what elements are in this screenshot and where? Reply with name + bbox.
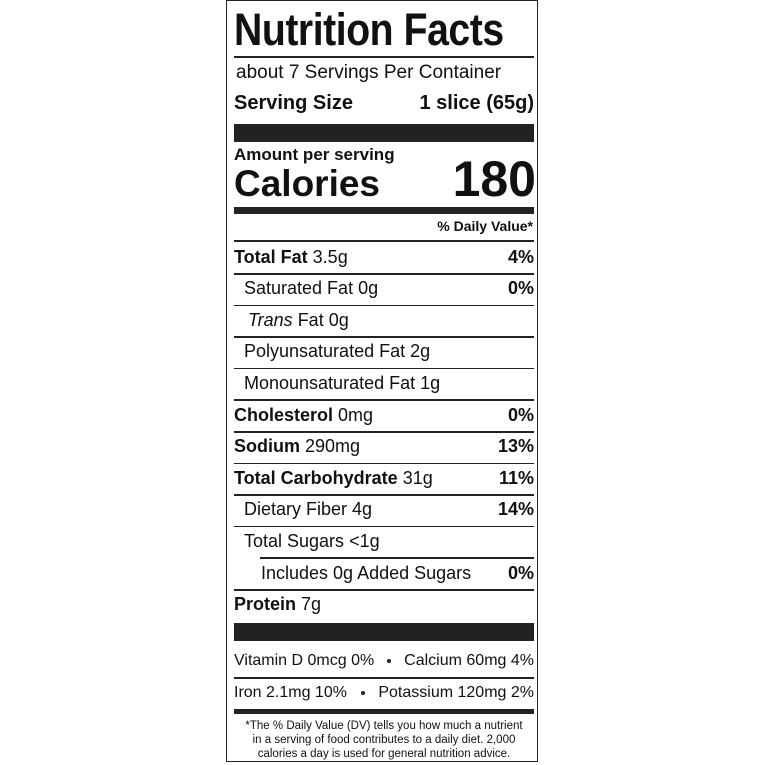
nutrient-name: Includes 0g Added Sugars [261,562,472,583]
nutrient-row: Polyunsaturated Fat 2g [234,339,534,365]
bullet [360,691,365,696]
footnote: in a serving of food contributes to a da… [252,734,516,747]
nutrient-name: Saturated Fat [244,278,354,299]
nutrient-amount: 4g [352,499,373,520]
vitamin-right: Calcium 60mg 4% [404,652,534,670]
vitamin-row: Vitamin D 0mcg 0% Calcium 60mg 4% [234,649,534,673]
nutrient-amount: 0mg [338,404,374,425]
vitamin-left: Vitamin D 0mcg 0% [234,652,375,670]
rule [234,677,534,679]
footnote: *The % Daily Value (DV) tells you how mu… [245,720,523,733]
rule [234,494,534,496]
rule [234,304,534,307]
nutrient-name: Total Carbohydrate [234,467,398,488]
nutrient-name: Cholesterol [234,404,334,425]
nutrient-name: Monounsaturated Fat [244,372,416,393]
serving-size-value: 1 slice (65g) [419,92,534,114]
nutrient-row: Sodium 290mg 13% [234,434,534,460]
rule [234,207,534,214]
serving-size-label: Serving Size [234,92,353,114]
rule [234,462,534,465]
vitamin-row: Iron 2.1mg 10% Potassium 120mg 2% [234,681,534,705]
nutrient-dv: 4% [507,246,534,267]
nutrient-amount: <1g [349,530,380,551]
servings: about 7 Servings Per Container [236,62,502,83]
calories-value: 180 [452,151,536,207]
nutrient-name: Polyunsaturated Fat [244,341,406,362]
label-frame [226,0,538,762]
nutrient-name: Protein [234,594,297,615]
rule [234,709,534,715]
rule [234,623,534,642]
nutrient-row: Protein 7g [234,592,534,618]
nutrient-amount: 2g [410,341,431,362]
nutrient-row: Monounsaturated Fat 1g [234,370,534,396]
footnote: calories a day is used for general nutri… [257,748,511,761]
rule [234,399,534,401]
nutrient-dv: 0% [507,562,534,583]
rule [234,336,534,338]
nutrient-amount: 3.5g [312,246,348,267]
vitamin-right: Potassium 120mg 2% [378,684,534,702]
nutrient-name: Fat [297,309,324,330]
nutrient-row: Total Fat 3.5g 4% [234,244,534,270]
nutrient-row: Includes 0g Added Sugars 0% [234,560,534,586]
rule [234,431,534,433]
nutrient-dv: 14% [497,499,534,520]
nutrient-dv: 0% [507,404,534,425]
nutrient-name: Dietary Fiber [244,499,348,520]
rule [260,557,534,559]
rule [234,525,534,528]
nutrient-dv: 13% [497,436,534,457]
nutrient-name: Sodium [234,436,300,457]
daily-value-header: % Daily Value* [437,218,533,234]
nutrient-row: Cholesterol 0mg 0% [234,402,534,428]
calories-label: Calories [234,163,381,204]
nutrient-amount: 7g [301,594,322,615]
nutrient-dv: 0% [507,278,534,299]
nutrient-amount: 0g [328,309,349,330]
vitamin-left: Iron 2.1mg 10% [234,684,347,702]
nutrient-name: Total Sugars [244,530,345,551]
nutrient-dv: 11% [498,467,534,488]
nutrient-row: Trans Fat 0g [234,307,534,333]
nutrient-name: Total Fat [234,246,308,267]
nutrient-amount: 1g [420,372,441,393]
nutrient-row: Total Carbohydrate 31g 11% [234,465,534,491]
nutrient-row: Saturated Fat 0g 0% [234,276,534,302]
nutrient-row: Total Sugars <1g [234,528,534,554]
rule [234,56,534,58]
bullet [387,659,392,664]
amount-per-serving: Amount per serving [234,145,395,164]
nutrient-amount: 290mg [305,436,361,457]
nutrient-row: Dietary Fiber 4g 14% [234,497,534,523]
nutrient-amount: 0g [358,278,379,299]
rule [234,124,534,142]
title: Nutrition Facts [234,4,504,55]
rule [234,589,534,591]
nutrient-amount: 31g [402,467,433,488]
rule [234,240,534,242]
rule [234,367,534,370]
nutrient-italic: Trans [248,309,293,330]
rule [234,273,534,275]
